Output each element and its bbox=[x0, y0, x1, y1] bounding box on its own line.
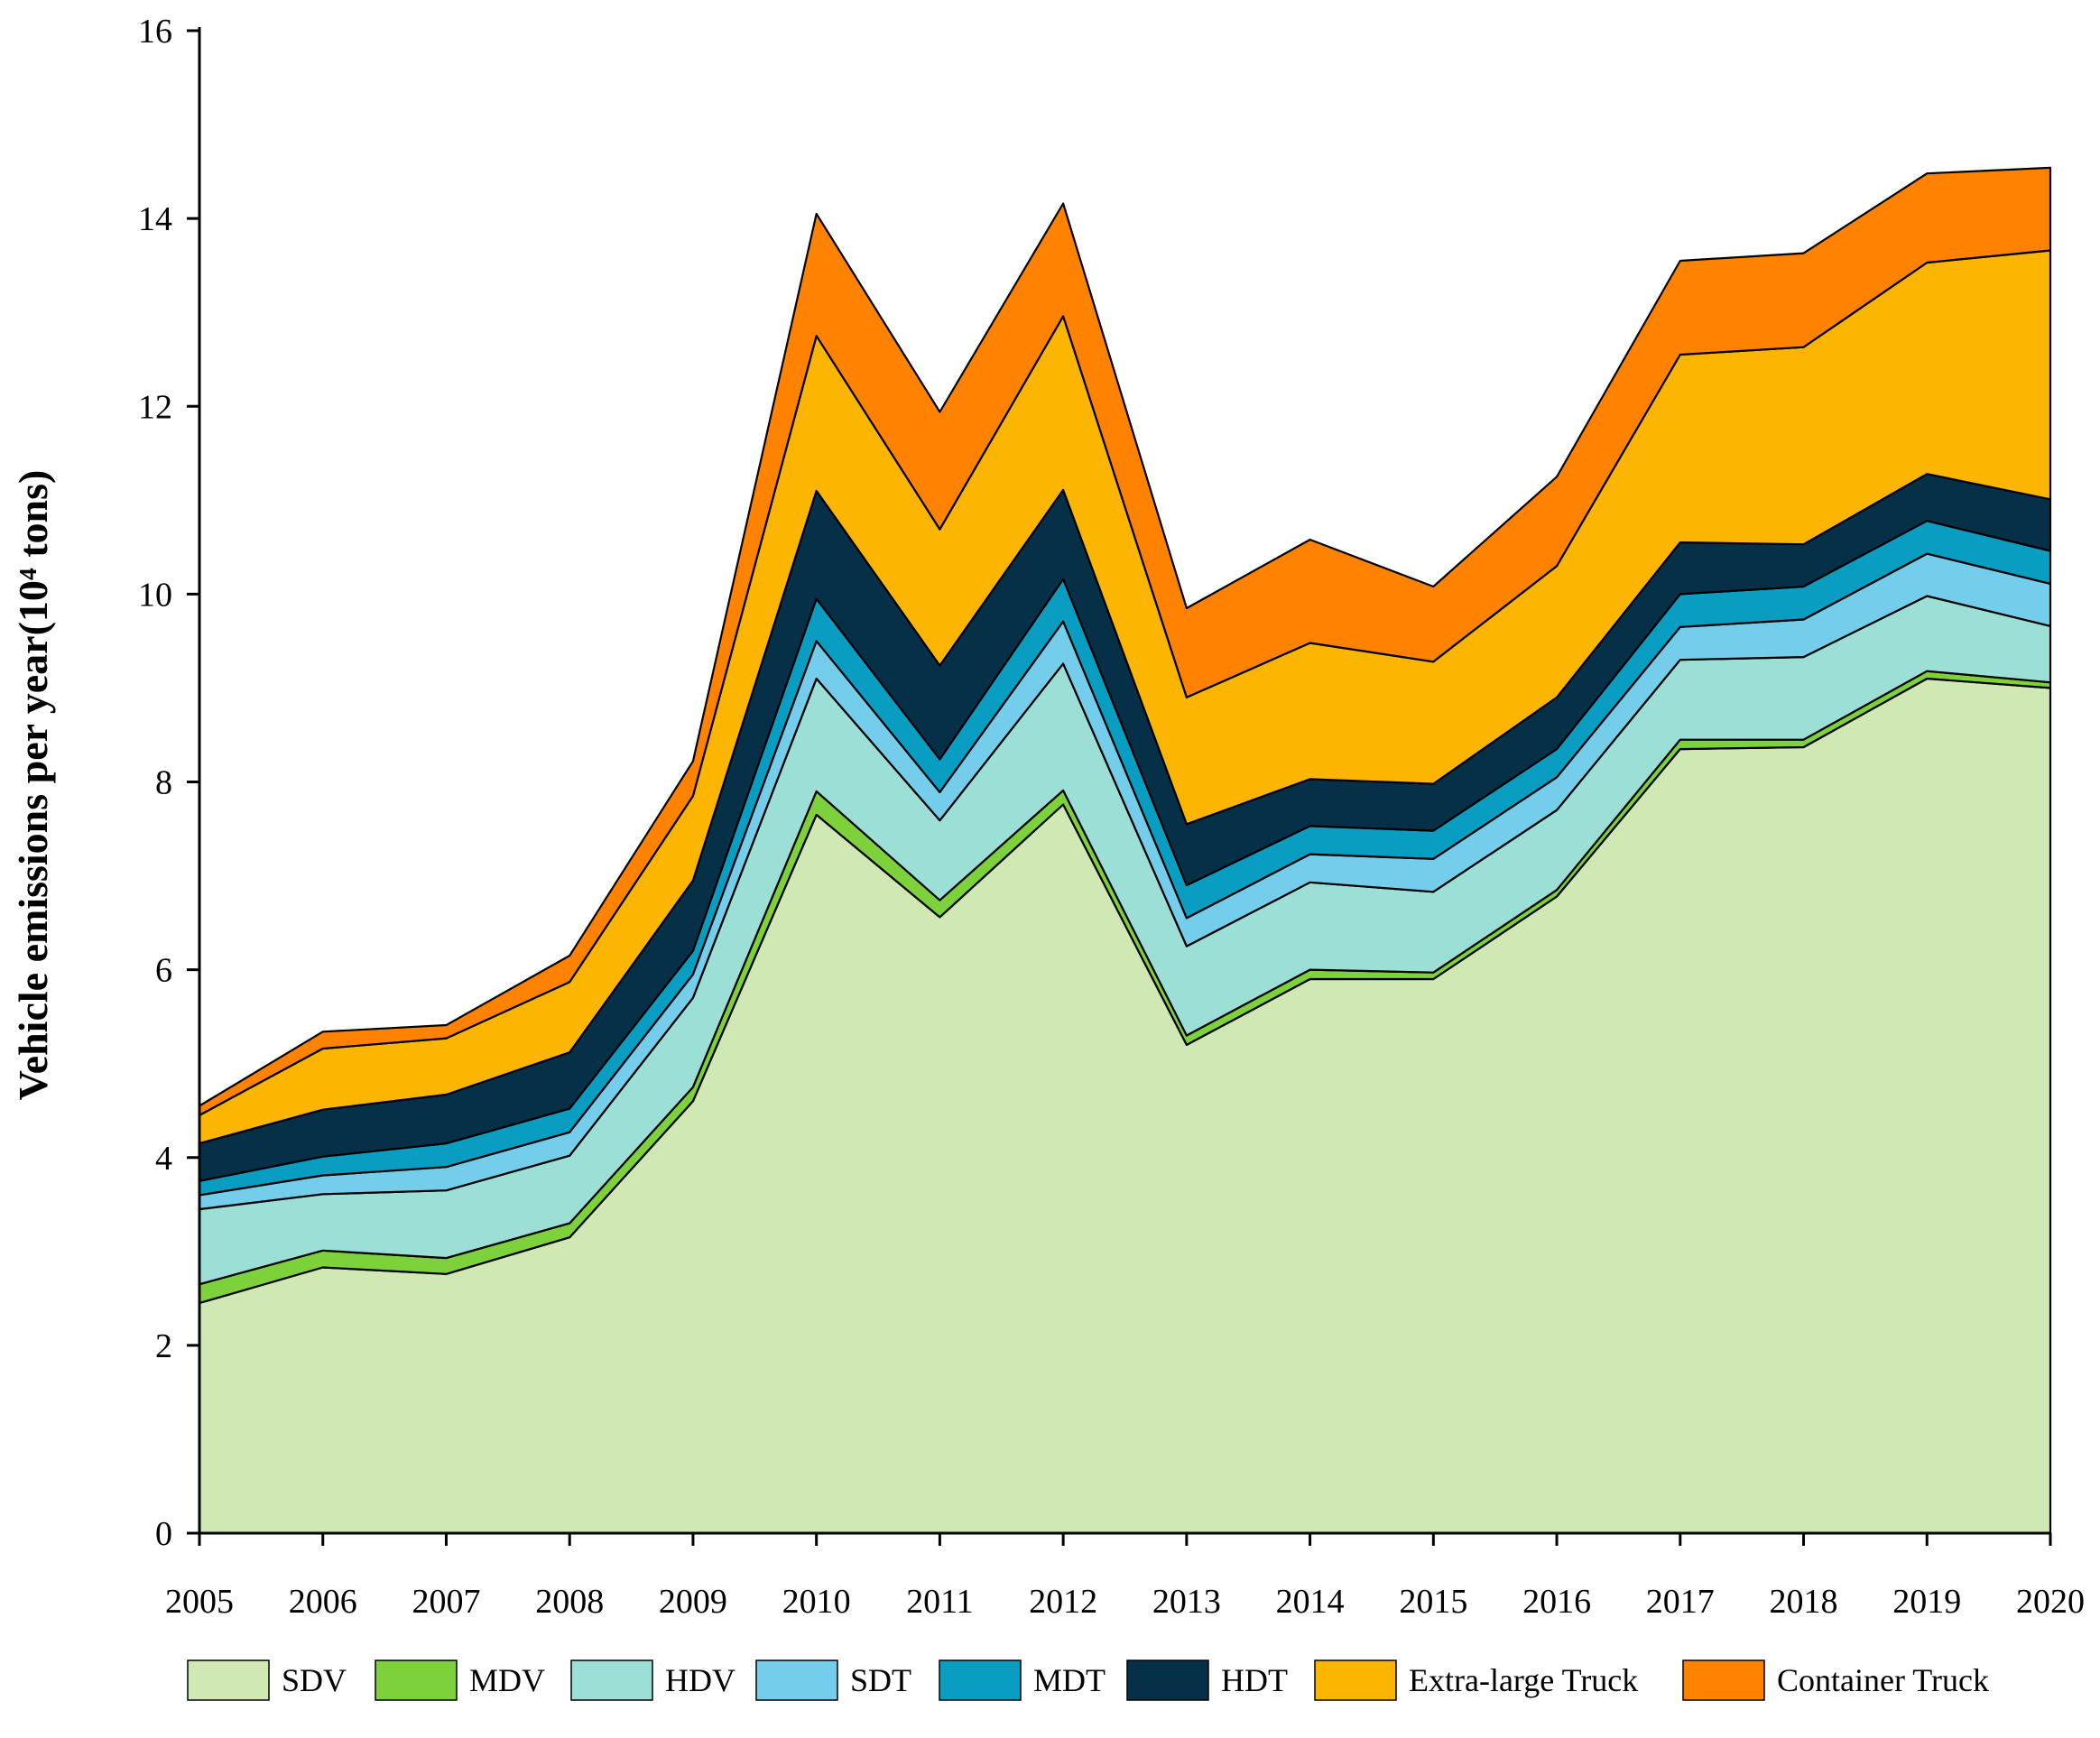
legend-swatch bbox=[375, 1659, 458, 1701]
x-tick-label: 2016 bbox=[1522, 1583, 1591, 1621]
x-tick-label: 2011 bbox=[906, 1583, 974, 1621]
axes-layer bbox=[187, 27, 2052, 1546]
legend-swatch bbox=[755, 1659, 838, 1701]
x-tick-label: 2013 bbox=[1152, 1583, 1221, 1621]
area-container-truck bbox=[198, 166, 2052, 1116]
x-tick-label: 2018 bbox=[1770, 1583, 1838, 1621]
y-tick-label: 8 bbox=[155, 764, 172, 802]
x-tick-label: 2008 bbox=[535, 1583, 604, 1621]
legend-swatch bbox=[1126, 1659, 1209, 1701]
legend-item-mdt: MDT bbox=[939, 1659, 1106, 1701]
legend-item-sdt: SDT bbox=[755, 1659, 911, 1701]
legend-item-hdt: HDT bbox=[1126, 1659, 1288, 1701]
y-tick-label: 2 bbox=[155, 1327, 172, 1365]
legend-label: SDT bbox=[850, 1662, 911, 1698]
y-tick-label: 16 bbox=[138, 13, 172, 51]
y-axis-title: Vehicle emissions per year(10⁴ tons) bbox=[10, 470, 56, 1101]
x-tick-label: 2015 bbox=[1399, 1583, 1467, 1621]
y-tick-label: 12 bbox=[138, 388, 172, 426]
x-tick-label: 2006 bbox=[289, 1583, 357, 1621]
y-tick-label: 6 bbox=[155, 952, 172, 990]
legend-item-extra-large-truck: Extra-large Truck bbox=[1314, 1659, 1638, 1701]
legend-item-container-truck: Container Truck bbox=[1682, 1659, 1989, 1701]
x-tick-label: 2014 bbox=[1276, 1583, 1345, 1621]
legend-swatch bbox=[187, 1659, 270, 1701]
tick-labels-layer: 0 2 4 6 8 10 12 14 16 2005 2006 2007 2008 2009 2010 201… bbox=[138, 13, 2085, 1621]
y-tick-label: 0 bbox=[155, 1515, 172, 1553]
legend-label: MDV bbox=[469, 1662, 545, 1698]
x-tick-label: 2012 bbox=[1029, 1583, 1097, 1621]
x-tick-label: 2020 bbox=[2016, 1583, 2085, 1621]
x-tick-label: 2017 bbox=[1646, 1583, 1715, 1621]
x-tick-label: 2010 bbox=[782, 1583, 851, 1621]
legend: SDV MDV HDV SDT MDT HDT Extra-large Truck Conta… bbox=[187, 1659, 1989, 1701]
legend-swatch bbox=[570, 1659, 653, 1701]
legend-label: Container Truck bbox=[1777, 1662, 1989, 1698]
area-series-layer bbox=[198, 166, 2052, 1535]
legend-swatch bbox=[939, 1659, 1022, 1701]
y-tick-label: 10 bbox=[138, 576, 172, 614]
x-tick-label: 2009 bbox=[659, 1583, 727, 1621]
legend-item-sdv: SDV bbox=[187, 1659, 347, 1701]
y-tick-label: 4 bbox=[155, 1140, 172, 1178]
legend-item-mdv: MDV bbox=[375, 1659, 545, 1701]
x-tick-label: 2005 bbox=[165, 1583, 234, 1621]
legend-label: MDT bbox=[1033, 1662, 1106, 1698]
y-tick-label: 14 bbox=[138, 200, 172, 238]
legend-label: SDV bbox=[282, 1662, 347, 1698]
x-tick-label: 2019 bbox=[1892, 1583, 1961, 1621]
legend-label: HDT bbox=[1221, 1662, 1288, 1698]
legend-item-hdv: HDV bbox=[570, 1659, 735, 1701]
legend-swatch bbox=[1314, 1659, 1397, 1701]
legend-label: HDV bbox=[665, 1662, 735, 1698]
legend-label: Extra-large Truck bbox=[1409, 1662, 1638, 1698]
x-tick-label: 2007 bbox=[412, 1583, 480, 1621]
legend-swatch bbox=[1682, 1659, 1765, 1701]
